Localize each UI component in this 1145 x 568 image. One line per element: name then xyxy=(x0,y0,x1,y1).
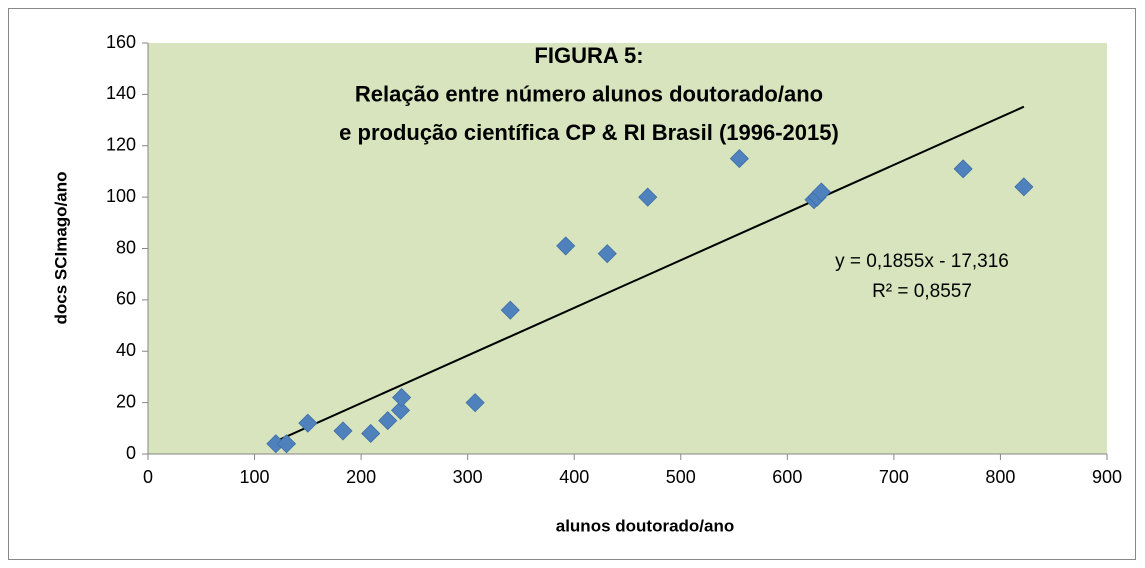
point xyxy=(378,411,398,431)
plot-area xyxy=(148,43,1107,454)
point xyxy=(597,244,617,264)
chart-title: FIGURA 5: xyxy=(534,43,643,68)
annotation: y = 0,1855x - 17,316 xyxy=(835,251,1009,272)
annotation: R² = 0,8557 xyxy=(872,281,972,302)
point xyxy=(500,300,520,320)
y-tick-label: 20 xyxy=(116,391,136,411)
point xyxy=(361,423,381,444)
y-tick-label: 40 xyxy=(116,340,136,360)
y-tick-label: 140 xyxy=(106,83,136,103)
chart-title: Relação entre número alunos doutorado/an… xyxy=(355,81,823,106)
point xyxy=(392,387,412,408)
x-axis-label: alunos doutorado/ano xyxy=(556,516,735,535)
y-tick-label: 160 xyxy=(106,32,136,52)
trendline xyxy=(275,105,1025,443)
x-tick-label: 300 xyxy=(453,467,483,487)
point xyxy=(390,400,411,420)
point xyxy=(333,421,353,441)
point xyxy=(465,393,485,413)
x-tick-label: 900 xyxy=(1092,467,1122,487)
x-tick-label: 600 xyxy=(772,467,802,487)
point xyxy=(556,236,576,256)
y-tick-label: 100 xyxy=(106,186,136,206)
point xyxy=(1014,177,1034,197)
x-tick-label: 0 xyxy=(143,467,153,487)
point xyxy=(298,413,318,433)
x-tick-label: 200 xyxy=(346,467,376,487)
point xyxy=(729,149,749,169)
point xyxy=(638,187,658,207)
point xyxy=(811,182,831,202)
point xyxy=(276,434,297,454)
y-tick-label: 80 xyxy=(116,237,136,257)
chart-title: e produção científica CP & RI Brasil (19… xyxy=(339,120,839,145)
x-tick-label: 800 xyxy=(985,467,1015,487)
x-tick-label: 400 xyxy=(559,467,589,487)
x-tick-label: 700 xyxy=(879,467,909,487)
point xyxy=(953,159,973,179)
y-tick-label: 0 xyxy=(126,443,136,463)
x-tick-label: 100 xyxy=(240,467,270,487)
y-tick-label: 60 xyxy=(116,289,136,309)
x-tick-label: 500 xyxy=(666,467,696,487)
y-axis-label: docs SCImago/ano xyxy=(51,171,70,324)
y-tick-label: 120 xyxy=(106,135,136,155)
